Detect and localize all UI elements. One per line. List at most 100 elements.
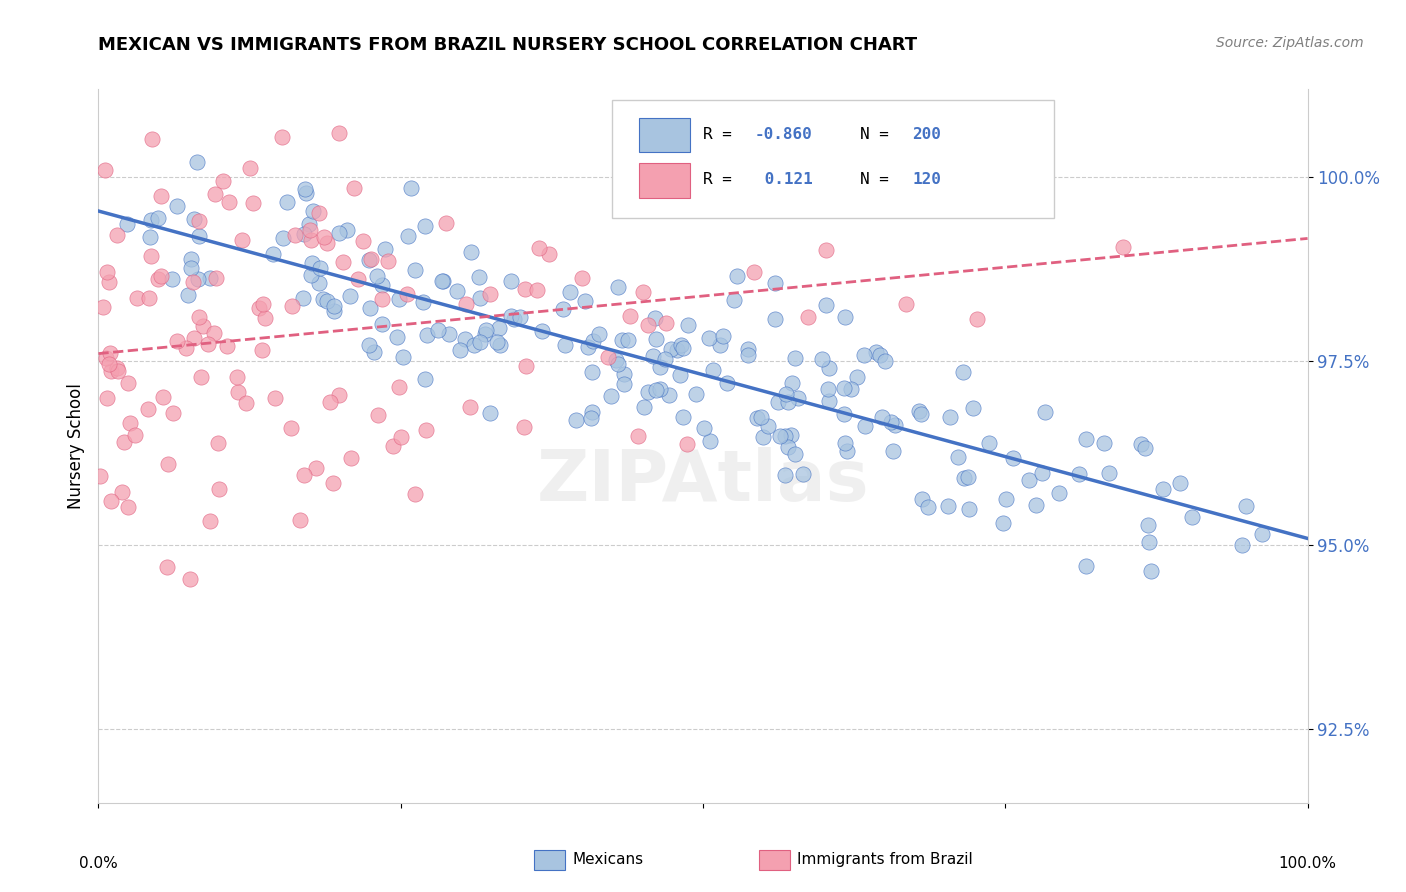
Point [1112,240,1135,254]
Point [454,333,477,347]
Text: N =: N = [860,172,898,187]
Point [316,235,339,250]
Point [174,341,197,355]
Point [1234,499,1257,513]
Point [280,421,302,435]
Point [896,297,918,311]
Point [377,254,399,268]
Point [186,154,208,169]
Point [839,382,862,396]
Point [832,407,855,421]
Point [994,491,1017,506]
Point [870,409,893,424]
Point [853,418,876,433]
Point [658,387,681,401]
Point [328,226,350,240]
Point [952,365,974,379]
Point [404,263,426,277]
Point [388,380,411,394]
Point [581,365,603,379]
Point [180,260,202,275]
Point [308,276,330,290]
Point [576,340,599,354]
Point [415,423,437,437]
Point [432,274,454,288]
Point [322,303,344,318]
Point [1074,432,1097,446]
Point [526,283,548,297]
Point [111,485,134,500]
Point [138,291,160,305]
Point [454,296,477,310]
Point [513,282,536,296]
Point [292,467,315,482]
Point [207,436,229,450]
Point [299,223,322,237]
Point [873,354,896,368]
Point [446,285,468,299]
Point [488,321,510,335]
Point [301,268,323,282]
Point [97,357,120,371]
Point [120,416,142,430]
Text: ZIPAtlas: ZIPAtlas [537,447,869,516]
Point [631,285,654,299]
Point [936,500,959,514]
Point [105,228,128,243]
Point [1025,499,1047,513]
Point [957,502,980,516]
Point [763,276,786,290]
Point [284,227,307,242]
Point [98,275,121,289]
Point [581,404,603,418]
Point [1232,538,1254,552]
Point [1130,437,1153,451]
Point [160,271,183,285]
Point [180,252,202,267]
Point [654,351,676,366]
Point [917,500,939,514]
Point [478,406,501,420]
Point [665,343,688,357]
Point [499,309,522,323]
Point [166,334,188,348]
Point [599,389,621,403]
Point [685,386,707,401]
Point [598,350,620,364]
Point [367,408,389,422]
Point [814,244,837,258]
Point [869,348,891,362]
Point [818,360,841,375]
Point [136,402,159,417]
Point [412,294,434,309]
Point [672,342,695,356]
Point [105,361,128,376]
Point [1092,435,1115,450]
Point [610,333,633,347]
Point [817,382,839,396]
Point [339,450,361,465]
Point [1152,482,1174,496]
Point [146,271,169,285]
Point [537,247,560,261]
Point [413,219,436,234]
Point [644,310,666,325]
Point [430,274,453,288]
Point [786,391,808,405]
Point [911,492,934,507]
Point [374,242,396,256]
Point [117,500,139,514]
Point [797,310,820,325]
Point [865,345,887,359]
Point [308,206,330,220]
Point [763,312,786,326]
Point [94,163,117,178]
Point [139,229,162,244]
Point [228,384,250,399]
Point [690,178,713,192]
Point [343,181,366,195]
Point [225,369,247,384]
Point [582,334,605,349]
Point [725,269,748,284]
Point [156,559,179,574]
